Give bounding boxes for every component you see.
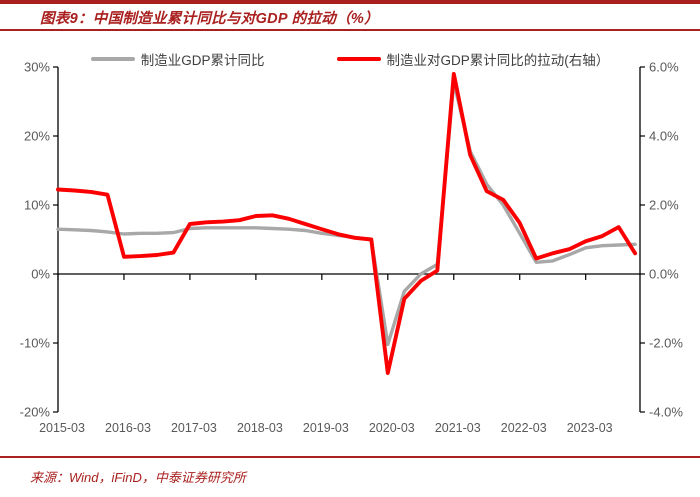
left-axis-label: -10% (20, 336, 51, 351)
left-axis-label: 20% (24, 129, 50, 144)
title-rule (0, 29, 700, 31)
right-axis-label: 4.0% (649, 129, 679, 144)
right-axis-label: -4.0% (649, 405, 683, 420)
left-axis-label: 0% (31, 267, 50, 282)
x-axis-label: 2021-03 (435, 421, 481, 435)
right-axis-label: -2.0% (649, 336, 683, 351)
legend-label: 制造业GDP累计同比 (140, 53, 265, 68)
x-axis-label: 2016-03 (105, 421, 151, 435)
source-text: 来源：Wind，iFinD，中泰证券研究所 (30, 470, 246, 485)
x-axis-label: 2020-03 (369, 421, 415, 435)
right-axis-label: 0.0% (649, 267, 679, 282)
right-axis-label: 6.0% (649, 60, 679, 75)
right-axis-label: 2.0% (649, 198, 679, 213)
line-chart: 30% 20% 10% 0% -10% -20% 6.0% 4.0% 2.0% 0.0% -2.0%… (20, 60, 684, 436)
chart-title: 图表9：中国制造业累计同比与对GDP 的拉动（%） (40, 11, 379, 27)
legend: 制造业GDP累计同比 制造业对GDP累计同比的拉动(右轴） (0, 49, 700, 69)
series-line-gdp-pull (56, 71, 638, 375)
top-rule (0, 0, 700, 4)
left-axis-label: -20% (20, 405, 51, 420)
gray-line-swatch (90, 57, 135, 61)
x-axis-label: 2023-03 (567, 421, 613, 435)
x-axis-label: 2017-03 (171, 421, 217, 435)
legend-item-gdp-pull: 制造业对GDP累计同比的拉动(右轴） (336, 49, 610, 69)
red-line-swatch (336, 57, 381, 61)
x-axis-label: 2019-03 (303, 421, 349, 435)
x-axis-label: 2018-03 (237, 421, 283, 435)
legend-label: 制造业对GDP累计同比的拉动(右轴） (386, 53, 610, 68)
x-axis-label: 2015-03 (39, 421, 85, 435)
x-axis-label: 2022-03 (501, 421, 547, 435)
legend-item-manufacturing-gdp-yoy: 制造业GDP累计同比 (90, 49, 265, 69)
left-axis-label: 10% (24, 198, 50, 213)
footer-rule (0, 456, 700, 458)
left-axis-label: 30% (24, 60, 50, 75)
series-line-manufacturing-gdp-yoy (56, 80, 637, 347)
